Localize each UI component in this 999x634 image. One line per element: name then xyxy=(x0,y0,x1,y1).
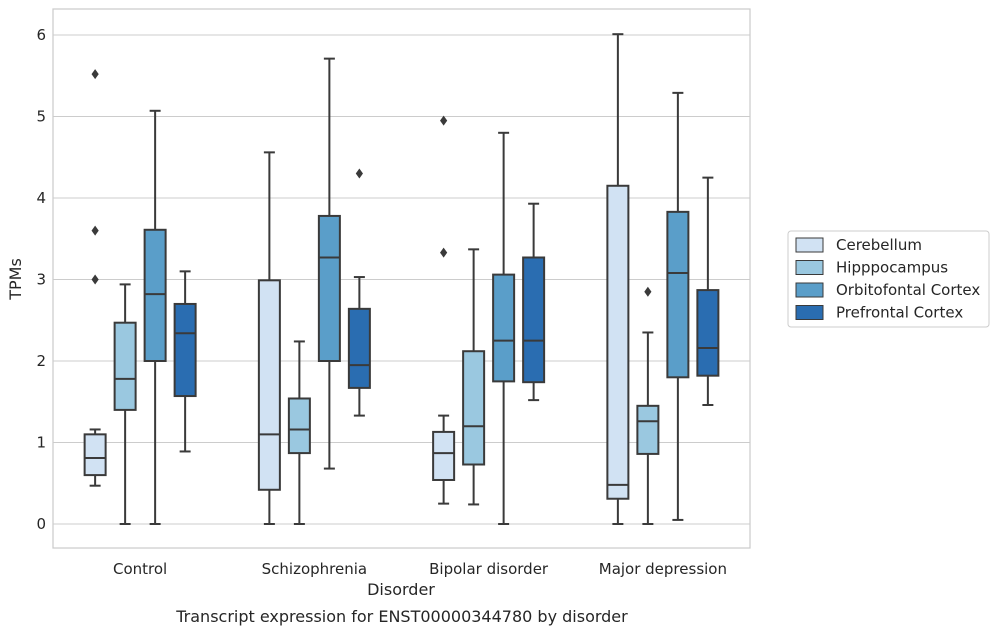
legend-swatch xyxy=(795,282,824,298)
box-body xyxy=(287,397,311,455)
box-body xyxy=(83,433,107,477)
box-body xyxy=(522,256,546,384)
box-body xyxy=(347,307,371,389)
box-0-0 xyxy=(83,69,107,487)
legend-swatch xyxy=(795,260,824,275)
box-2-0 xyxy=(143,109,167,525)
legend: Cerebellum Hipppocampus Orbitofontal Corte… xyxy=(787,230,990,328)
y-tick-label: 2 xyxy=(36,352,46,370)
outlier-point xyxy=(91,274,99,285)
box-body xyxy=(173,302,197,398)
y-axis-label: TPMs xyxy=(6,258,25,301)
box-1-3 xyxy=(636,286,660,525)
x-tick-label: Bipolar disorder xyxy=(429,560,549,578)
outlier-point xyxy=(91,69,99,80)
box-1-0 xyxy=(113,283,137,525)
box-3-0 xyxy=(173,270,197,453)
box-0-1 xyxy=(257,151,281,525)
y-tick-label: 3 xyxy=(36,271,46,289)
box-body xyxy=(113,321,137,411)
box-body xyxy=(462,350,486,466)
box-body xyxy=(257,279,281,491)
box-1-2 xyxy=(462,248,486,506)
x-tick-label: Schizophrenia xyxy=(262,560,367,578)
outlier-point xyxy=(440,247,448,258)
box-body xyxy=(666,210,690,379)
box-body xyxy=(606,184,630,500)
legend-label: Cerebellum xyxy=(836,236,922,254)
box-body xyxy=(492,273,516,383)
box-2-2 xyxy=(492,131,516,525)
x-tick-label: Control xyxy=(113,560,167,578)
y-tick-label: 4 xyxy=(36,189,46,207)
box-body xyxy=(696,289,720,377)
legend-swatch xyxy=(795,237,824,253)
y-tick-label: 6 xyxy=(36,26,46,44)
figure-caption: Transcript expression for ENST0000034478… xyxy=(175,607,628,626)
box-body xyxy=(432,430,456,481)
y-tick-label: 0 xyxy=(36,515,46,533)
outlier-point xyxy=(91,225,99,236)
x-tick-label: Major depression xyxy=(599,560,727,578)
y-tick-label: 5 xyxy=(36,108,46,126)
boxes xyxy=(83,33,720,525)
box-3-1 xyxy=(347,168,371,417)
box-body xyxy=(317,214,341,362)
legend-frame xyxy=(787,230,990,328)
plot-frame xyxy=(52,8,751,549)
box-3-3 xyxy=(696,176,720,407)
outlier-point xyxy=(440,115,448,126)
box-body xyxy=(143,228,167,362)
outlier-point xyxy=(644,286,652,297)
x-axis-ticks: Control Schizophrenia Bipolar disorder Majo… xyxy=(113,560,727,578)
box-3-2 xyxy=(522,202,546,402)
outlier-point xyxy=(355,168,363,179)
box-2-1 xyxy=(317,57,341,470)
box-0-2 xyxy=(432,115,456,505)
box-2-3 xyxy=(666,91,690,521)
box-0-3 xyxy=(606,33,630,525)
x-axis-label: Disorder xyxy=(367,580,435,599)
legend-label: Prefrontal Cortex xyxy=(836,304,963,322)
grid xyxy=(53,34,750,525)
legend-label: Hipppocampus xyxy=(836,259,948,277)
y-axis-ticks: 0 1 2 3 4 5 6 xyxy=(36,26,46,533)
legend-label: Orbitofontal Cortex xyxy=(836,281,980,299)
box-body xyxy=(636,404,660,455)
y-tick-label: 1 xyxy=(36,434,46,452)
box-1-1 xyxy=(287,340,311,525)
legend-swatch xyxy=(795,305,824,320)
